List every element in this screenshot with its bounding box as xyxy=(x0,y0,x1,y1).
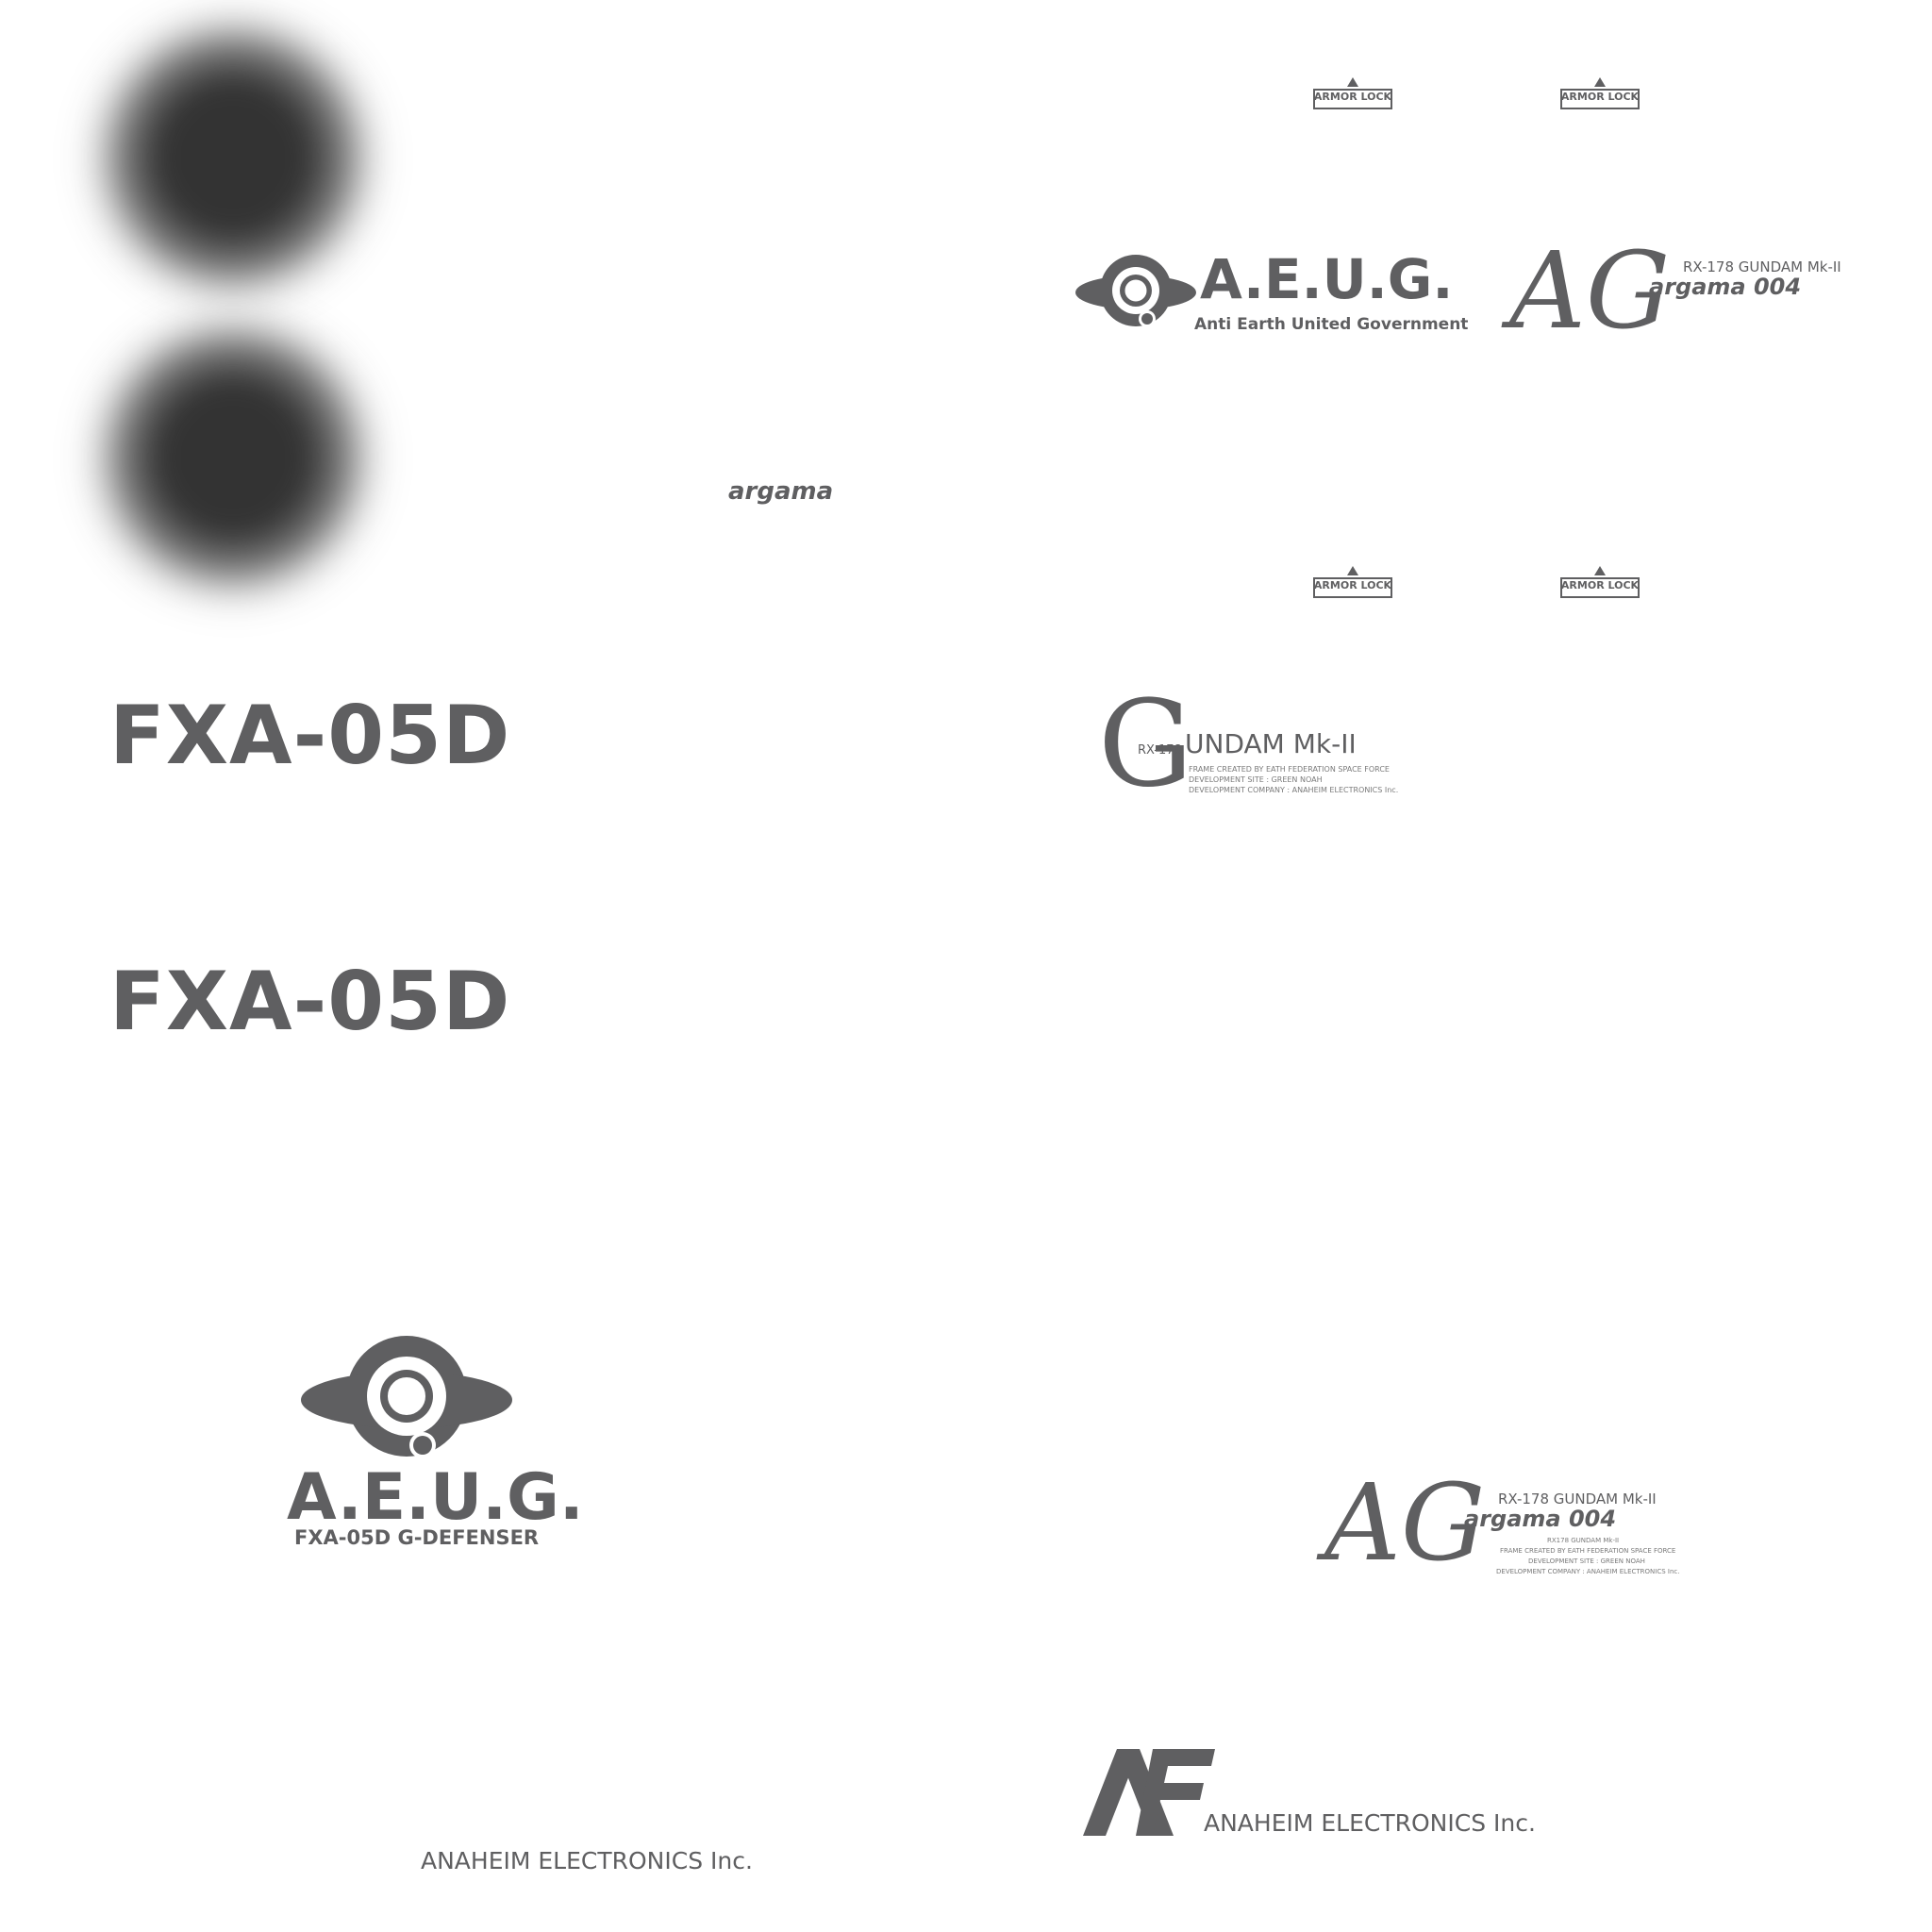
gundam-title: UNDAM Mk-II xyxy=(1185,728,1357,759)
gundam-info-line: DEVELOPMENT COMPANY : ANAHEIM ELECTRONIC… xyxy=(1189,786,1399,794)
fxa-model-text: FXA-05D xyxy=(109,689,511,783)
anaheim-label: ANAHEIM ELECTRONICS Inc. xyxy=(1204,1809,1536,1837)
ag-monogram: AG xyxy=(1324,1462,1486,1585)
bracket-frame xyxy=(1560,89,1640,109)
aeug-small-title: A.E.U.G. xyxy=(1200,247,1454,311)
ag-argama-label: argama 004 xyxy=(1649,274,1802,300)
aeug-small-subtitle: Anti Earth United Government xyxy=(1194,315,1469,334)
bracket-frame xyxy=(1313,89,1392,109)
triangle-icon xyxy=(1594,566,1606,575)
ag-monogram: AG xyxy=(1509,230,1671,353)
ag-info-line: RX178 GUNDAM Mk-II xyxy=(1547,1537,1620,1544)
anaheim-label: ANAHEIM ELECTRONICS Inc. xyxy=(421,1847,753,1874)
ag-info-line: DEVELOPMENT SITE : GREEN NOAH xyxy=(1528,1557,1645,1565)
armor-lock-badge: ARMOR LOCK xyxy=(1560,77,1640,111)
triangle-icon xyxy=(1347,77,1358,87)
armor-lock-label: ARMOR LOCK xyxy=(1560,91,1640,103)
ag-info-line: DEVELOPMENT COMPANY : ANAHEIM ELECTRONIC… xyxy=(1496,1568,1680,1575)
aeug-title: A.E.U.G. xyxy=(287,1460,584,1535)
triangle-icon xyxy=(1594,77,1606,87)
argama-label: argama xyxy=(728,477,834,506)
aeug-subtitle: FXA-05D G-DEFENSER xyxy=(294,1526,540,1549)
blur-circle-icon xyxy=(153,377,313,538)
blur-circle-icon xyxy=(153,77,313,238)
bracket-frame xyxy=(1313,577,1392,598)
fxa-model-text: FXA-05D xyxy=(109,955,511,1049)
armor-lock-badge: ARMOR LOCK xyxy=(1313,566,1392,600)
anaheim-ae-logo-icon xyxy=(1083,1749,1215,1836)
armor-lock-label: ARMOR LOCK xyxy=(1313,579,1392,591)
ag-info-line: FRAME CREATED BY EATH FEDERATION SPACE F… xyxy=(1500,1547,1676,1555)
ag-argama-label: argama 004 xyxy=(1464,1506,1617,1532)
gundam-rx-label: RX-178 xyxy=(1138,743,1182,758)
gundam-g-letter: G xyxy=(1098,675,1193,813)
armor-lock-label: ARMOR LOCK xyxy=(1313,91,1392,103)
armor-lock-label: ARMOR LOCK xyxy=(1560,579,1640,591)
gundam-info-line: DEVELOPMENT SITE : GREEN NOAH xyxy=(1189,775,1323,784)
gundam-info-line: FRAME CREATED BY EATH FEDERATION SPACE F… xyxy=(1189,765,1390,774)
bracket-frame xyxy=(1560,577,1640,598)
triangle-icon xyxy=(1347,566,1358,575)
armor-lock-badge: ARMOR LOCK xyxy=(1313,77,1392,111)
aeug-emblem-icon xyxy=(1075,255,1196,327)
armor-lock-badge: ARMOR LOCK xyxy=(1560,566,1640,600)
ag-model-label: RX-178 GUNDAM Mk-II xyxy=(1683,258,1841,275)
ag-model-label: RX-178 GUNDAM Mk-II xyxy=(1498,1491,1657,1507)
aeug-emblem-icon xyxy=(301,1336,512,1458)
